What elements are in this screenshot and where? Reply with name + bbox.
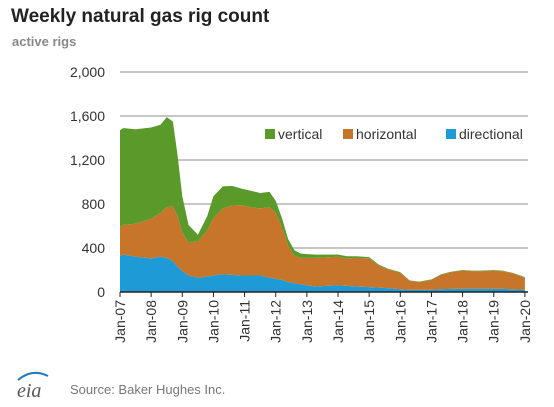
gridlines (120, 71, 528, 249)
x-tick-label: Jan-18 (455, 300, 471, 343)
chart-legend: vertical horizontal directional (265, 126, 523, 142)
x-tick-label: Jan-09 (174, 300, 190, 343)
eia-logo-icon: eia (17, 371, 49, 402)
source-note: Source: Baker Hughes Inc. (70, 382, 226, 397)
legend-swatch-directional (446, 129, 456, 139)
legend-label-directional: directional (459, 126, 523, 142)
y-tick-label: 2,000 (70, 64, 105, 80)
x-tick-label: Jan-07 (112, 300, 128, 343)
stacked-areas (120, 117, 525, 292)
chart-footer: eia Source: Baker Hughes Inc. (0, 368, 554, 407)
x-tick-label: Jan-11 (237, 300, 253, 342)
x-tick-label: Jan-13 (299, 300, 315, 343)
x-tick-label: Jan-14 (330, 300, 346, 343)
y-tick-label: 0 (97, 284, 105, 300)
x-tick-label: Jan-20 (517, 300, 533, 343)
legend-swatch-vertical (265, 129, 275, 139)
area-series-horizontal (120, 205, 525, 290)
y-tick-label: 800 (82, 196, 106, 212)
area-series-directional (120, 254, 525, 292)
x-tick-label: Jan-08 (143, 300, 159, 343)
x-tick-label: Jan-19 (486, 300, 502, 343)
y-axis-unit-label: active rigs (12, 34, 77, 49)
x-tick-label: Jan-12 (268, 300, 284, 343)
y-tick-label: 1,600 (70, 108, 105, 124)
legend-label-vertical: vertical (278, 126, 322, 142)
chart-title: Weekly natural gas rig count (11, 6, 270, 27)
x-tick-label: Jan-16 (392, 300, 408, 343)
y-axis-ticks: 0 400 800 1,200 1,600 2,000 (70, 64, 105, 300)
x-tick-label: Jan-15 (361, 300, 377, 343)
y-tick-label: 1,200 (70, 152, 105, 168)
legend-label-horizontal: horizontal (356, 126, 417, 142)
area-series-vertical (120, 117, 525, 283)
y-tick-label: 400 (82, 240, 106, 256)
x-tick-label: Jan-17 (423, 300, 439, 343)
x-axis: Jan-07 Jan-08 Jan-09 Jan-10 Jan-11 Jan-12 Jan-… (112, 291, 533, 343)
svg-text:eia: eia (17, 380, 41, 402)
x-tick-label: Jan-10 (205, 300, 221, 343)
legend-swatch-horizontal (343, 129, 353, 139)
